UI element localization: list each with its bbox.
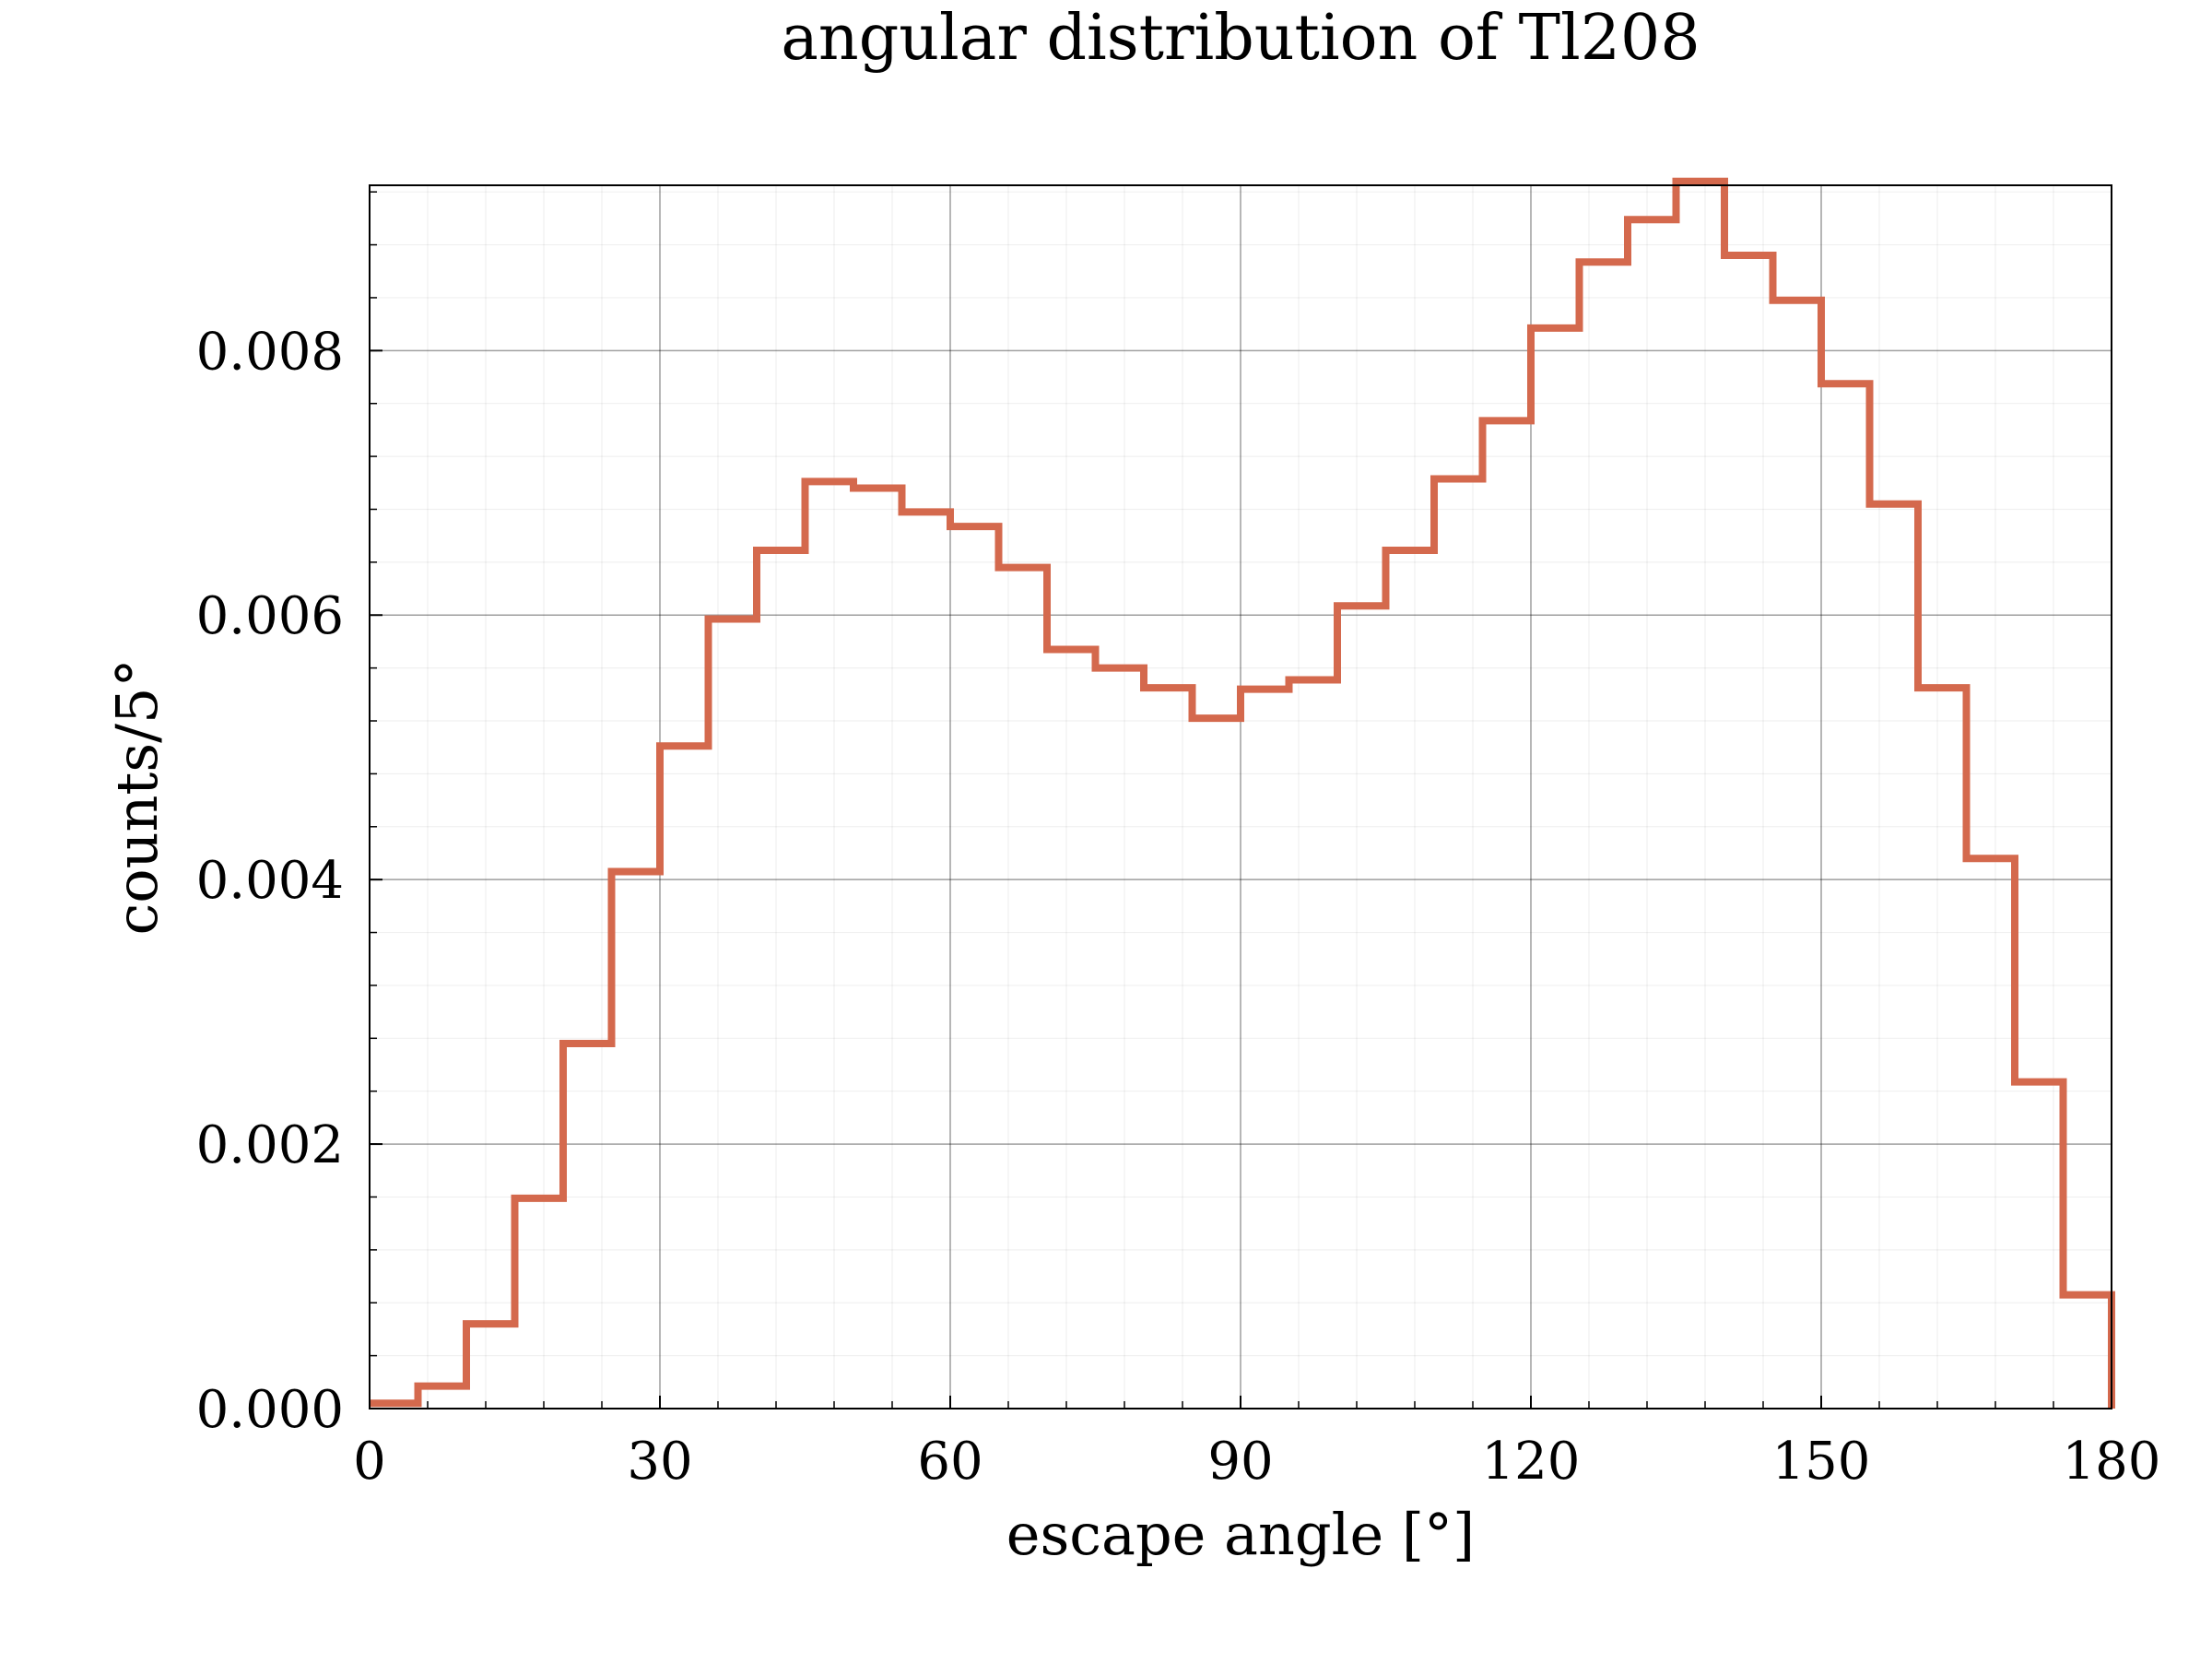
histogram-bin (1531, 328, 1580, 1409)
histogram-bin (1821, 383, 1870, 1409)
histogram-bin (757, 550, 806, 1409)
histogram-bin (806, 481, 854, 1409)
x-tick-label: 30 (627, 1432, 692, 1492)
histogram-bin (1047, 650, 1096, 1409)
histogram-bin (1241, 690, 1289, 1409)
y-tick-label: 0.000 (196, 1380, 344, 1440)
histogram-bin (1096, 668, 1145, 1409)
histogram-bin (1870, 504, 1919, 1409)
histogram-bin (660, 746, 709, 1409)
histogram-bin (902, 512, 951, 1409)
histogram-bin (1773, 301, 1822, 1409)
x-tick-label: 0 (353, 1432, 386, 1492)
x-tick-label: 90 (1207, 1432, 1273, 1492)
histogram-bin (1580, 262, 1629, 1409)
histogram-bin (1193, 718, 1241, 1409)
x-axis-label: escape angle [°] (1006, 1501, 1475, 1568)
histogram-bin (2015, 1082, 2064, 1409)
x-tick-label: 120 (1482, 1432, 1581, 1492)
histogram-bin (1724, 255, 1773, 1409)
y-tick-label: 0.006 (196, 586, 344, 646)
histogram-series-line (370, 177, 2115, 1409)
histogram-bin (515, 1198, 564, 1409)
y-axis-label: counts/5° (103, 659, 171, 936)
histogram-bin (1434, 478, 1483, 1409)
x-tick-label: 60 (917, 1432, 982, 1492)
chart-title: angular distribution of Tl208 (781, 2, 1700, 75)
y-tick-labels: 0.000 0.002 0.004 0.006 0.008 (196, 322, 344, 1440)
minor-grid (369, 185, 2112, 1409)
histogram-bin (418, 1386, 467, 1409)
histogram-bin (1386, 550, 1435, 1409)
plot-frame (369, 184, 2112, 1409)
histogram-bin (853, 489, 902, 1409)
histogram-bin (1918, 688, 1967, 1409)
series-layer (370, 177, 2115, 1409)
histogram-bin (709, 619, 758, 1409)
histogram-bin (1337, 606, 1386, 1409)
histogram-bin (612, 872, 661, 1409)
histogram-bin (1628, 219, 1677, 1409)
histogram-bin (2064, 1295, 2112, 1409)
histogram-bin (950, 526, 999, 1409)
x-tick-label: 180 (2063, 1432, 2161, 1492)
y-tick-label: 0.004 (196, 851, 344, 911)
histogram-bin (1967, 858, 2016, 1409)
histogram-bin (1144, 688, 1193, 1409)
y-tick-label: 0.008 (196, 322, 344, 382)
histogram-bin (1483, 420, 1532, 1409)
y-tick-label: 0.002 (196, 1115, 344, 1175)
histogram-bin (563, 1044, 612, 1409)
histogram-bin (1677, 182, 1725, 1409)
x-tick-labels: 0 30 60 90 120 150 180 (353, 1432, 2160, 1492)
histogram-bin (999, 568, 1048, 1409)
x-tick-label: 150 (1772, 1432, 1871, 1492)
histogram-bin (1289, 680, 1338, 1409)
histogram-bin (466, 1324, 515, 1409)
